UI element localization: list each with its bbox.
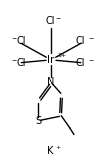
Text: +: + <box>55 145 61 150</box>
Text: Cl: Cl <box>46 16 55 26</box>
Text: Cl: Cl <box>76 58 85 68</box>
Text: −: − <box>88 57 93 62</box>
Text: Cl: Cl <box>76 36 85 46</box>
Text: −: − <box>88 35 93 40</box>
Text: 3+: 3+ <box>57 52 67 58</box>
Text: Ir: Ir <box>47 55 55 65</box>
Text: K: K <box>47 146 53 156</box>
Text: Cl: Cl <box>17 36 26 46</box>
Text: −: − <box>12 35 17 40</box>
Text: Cl: Cl <box>17 58 26 68</box>
Text: −: − <box>55 16 61 21</box>
Text: N: N <box>47 77 55 87</box>
Text: −: − <box>12 57 17 62</box>
Text: S: S <box>35 116 41 126</box>
